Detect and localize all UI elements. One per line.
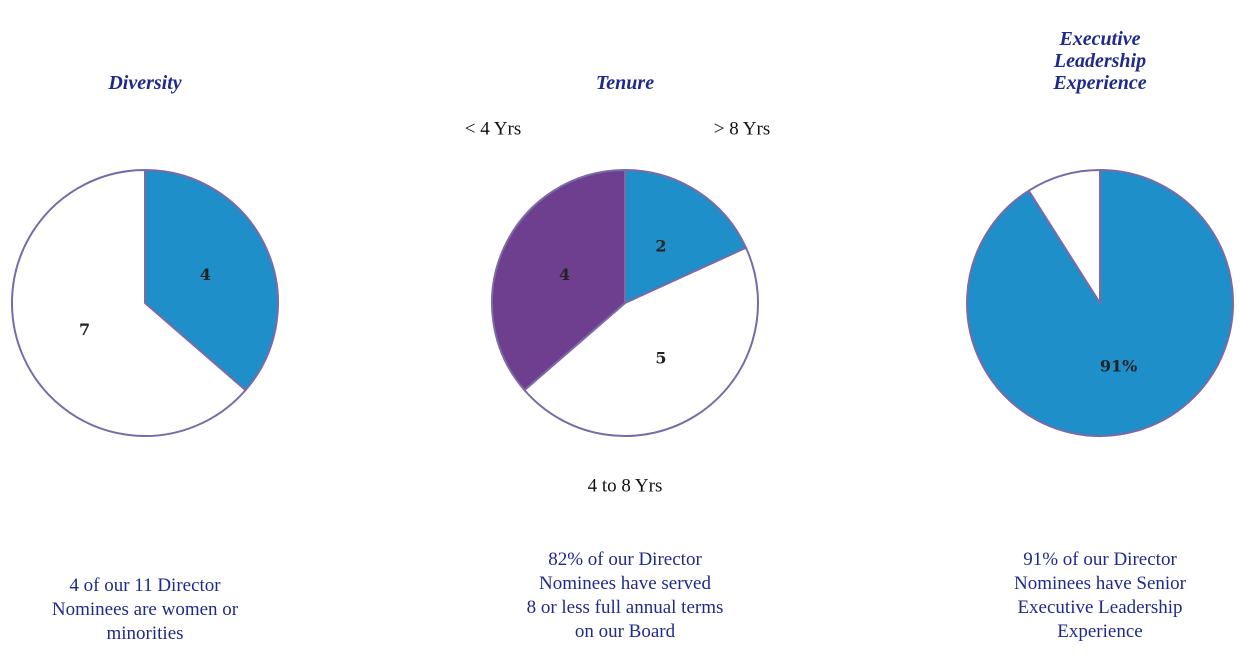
caption-line: 4 of our 11 Director — [69, 575, 221, 596]
category-label: > 8 Yrs — [714, 118, 770, 139]
slice-label: 7 — [79, 320, 90, 339]
caption-line: Executive Leadership — [1017, 597, 1183, 618]
caption-line: Nominees are women or — [51, 599, 239, 620]
chart-title: Diversity — [108, 72, 182, 94]
pie-slice — [523, 246, 759, 437]
slice-label: 91% — [1100, 356, 1137, 375]
chart-title: Executive Leadership Experience — [1053, 28, 1147, 94]
caption-line: 8 or less full annual terms — [526, 597, 724, 618]
caption-line: Experience — [1057, 621, 1143, 642]
category-label: 4 to 8 Yrs — [588, 475, 663, 496]
caption-line: 82% of our Director — [548, 549, 702, 570]
slice-label: 5 — [655, 348, 666, 367]
pie-slice — [491, 169, 626, 392]
pie-slice — [624, 169, 747, 304]
slice-label: 4 — [559, 265, 570, 284]
pie-slice — [144, 169, 279, 392]
chart-title: Tenure — [595, 72, 655, 94]
caption-line: Nominees have served — [539, 573, 711, 594]
category-label: < 4 Yrs — [465, 118, 521, 139]
pie-slice — [11, 169, 247, 437]
caption: 82% of our Director Nominees have served 8… — [475, 548, 775, 644]
caption-line: minorities — [106, 623, 184, 644]
slice-label: 4 — [200, 265, 211, 284]
caption: 91% of our Director Nominees have Senior E… — [950, 548, 1239, 644]
pie-slice — [1027, 169, 1101, 304]
caption-line: Nominees have Senior — [1013, 573, 1186, 594]
slice-label: 2 — [655, 237, 666, 256]
caption: 4 of our 11 Director Nominees are women o… — [0, 574, 295, 646]
caption-line: 91% of our Director — [1023, 549, 1177, 570]
caption-line: on our Board — [574, 621, 676, 642]
